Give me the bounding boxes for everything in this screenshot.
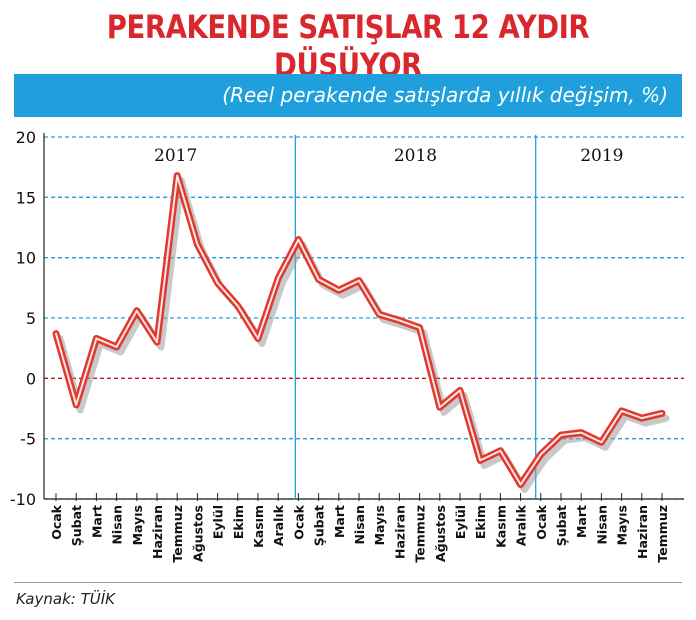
x-tick-label: Aralık xyxy=(271,504,286,546)
year-labels: 2017 2018 2019 xyxy=(154,146,623,166)
y-tick-label: 15 xyxy=(16,188,36,207)
series-line xyxy=(52,172,666,489)
x-tick-label: Mart xyxy=(574,505,589,538)
x-tick-label: Mayıs xyxy=(372,505,387,545)
x-tick-label: Ocak xyxy=(291,504,306,539)
x-tick-label: Ocak xyxy=(49,504,64,539)
chart-subtitle: (Reel perakende satışlarda yıllık değişi… xyxy=(222,83,668,107)
x-tick-label: Mart xyxy=(332,505,347,538)
line-chart: 2017 2018 2019 20 15 10 5 0 -5 -10 Ocak Şubat Mart… xyxy=(10,128,684,563)
x-tick-label: Şubat xyxy=(312,505,327,546)
y-tick-label: 5 xyxy=(26,309,36,328)
x-tick-label: Kasım xyxy=(251,505,266,548)
x-tick-label: Nisan xyxy=(594,505,609,545)
x-tick-label: Haziran xyxy=(392,505,407,559)
x-tick-label: Eylül xyxy=(453,505,468,539)
x-tick-label: Nisan xyxy=(352,505,367,545)
year-label: 2018 xyxy=(394,146,437,166)
x-tick-label: Ekim xyxy=(231,505,246,539)
y-tick-labels: 20 15 10 5 0 -5 -10 xyxy=(10,128,36,509)
y-tick-label: -5 xyxy=(20,430,36,449)
source-divider xyxy=(14,582,682,583)
year-label: 2017 xyxy=(154,146,197,166)
x-tick-label: Ağustos xyxy=(190,505,205,562)
source-note: Kaynak: TÜİK xyxy=(16,590,115,608)
x-tick-labels: Ocak Şubat Mart Nisan Mayıs Haziran Temmuz Ağus… xyxy=(49,504,670,562)
x-tick-label: Haziran xyxy=(635,505,650,559)
x-tick-label: Ekim xyxy=(473,505,488,539)
x-tick-label: Eylül xyxy=(211,505,226,539)
x-tick-label: Şubat xyxy=(554,505,569,546)
x-tick-label: Mayıs xyxy=(615,505,630,545)
x-tick-label: Nisan xyxy=(110,505,125,545)
y-tick-label: -10 xyxy=(10,490,36,509)
chart-title: PERAKENDE SATIŞLAR 12 AYDIR DÜŞÜYOR xyxy=(106,8,590,84)
x-tick-label: Temmuz xyxy=(655,505,670,563)
x-tick-label: Ocak xyxy=(534,504,549,539)
x-tick-label: Şubat xyxy=(69,505,84,546)
x-tick-label: Ağustos xyxy=(433,505,448,562)
x-tick-label: Temmuz xyxy=(413,505,428,563)
grid-layer xyxy=(43,133,684,501)
x-tick-label: Haziran xyxy=(150,505,165,559)
series-line-highlight xyxy=(55,174,663,486)
y-tick-label: 10 xyxy=(16,249,36,268)
x-tick-label: Kasım xyxy=(493,505,508,548)
x-tick-label: Mart xyxy=(89,505,104,538)
subtitle-banner: (Reel perakende satışlarda yıllık değişi… xyxy=(14,74,682,117)
x-tick-label: Mayıs xyxy=(130,505,145,545)
year-label: 2019 xyxy=(580,146,623,166)
x-tick-label: Temmuz xyxy=(170,505,185,563)
y-tick-label: 20 xyxy=(16,128,36,147)
y-tick-label: 0 xyxy=(26,369,36,388)
x-tick-label: Aralık xyxy=(514,504,529,546)
